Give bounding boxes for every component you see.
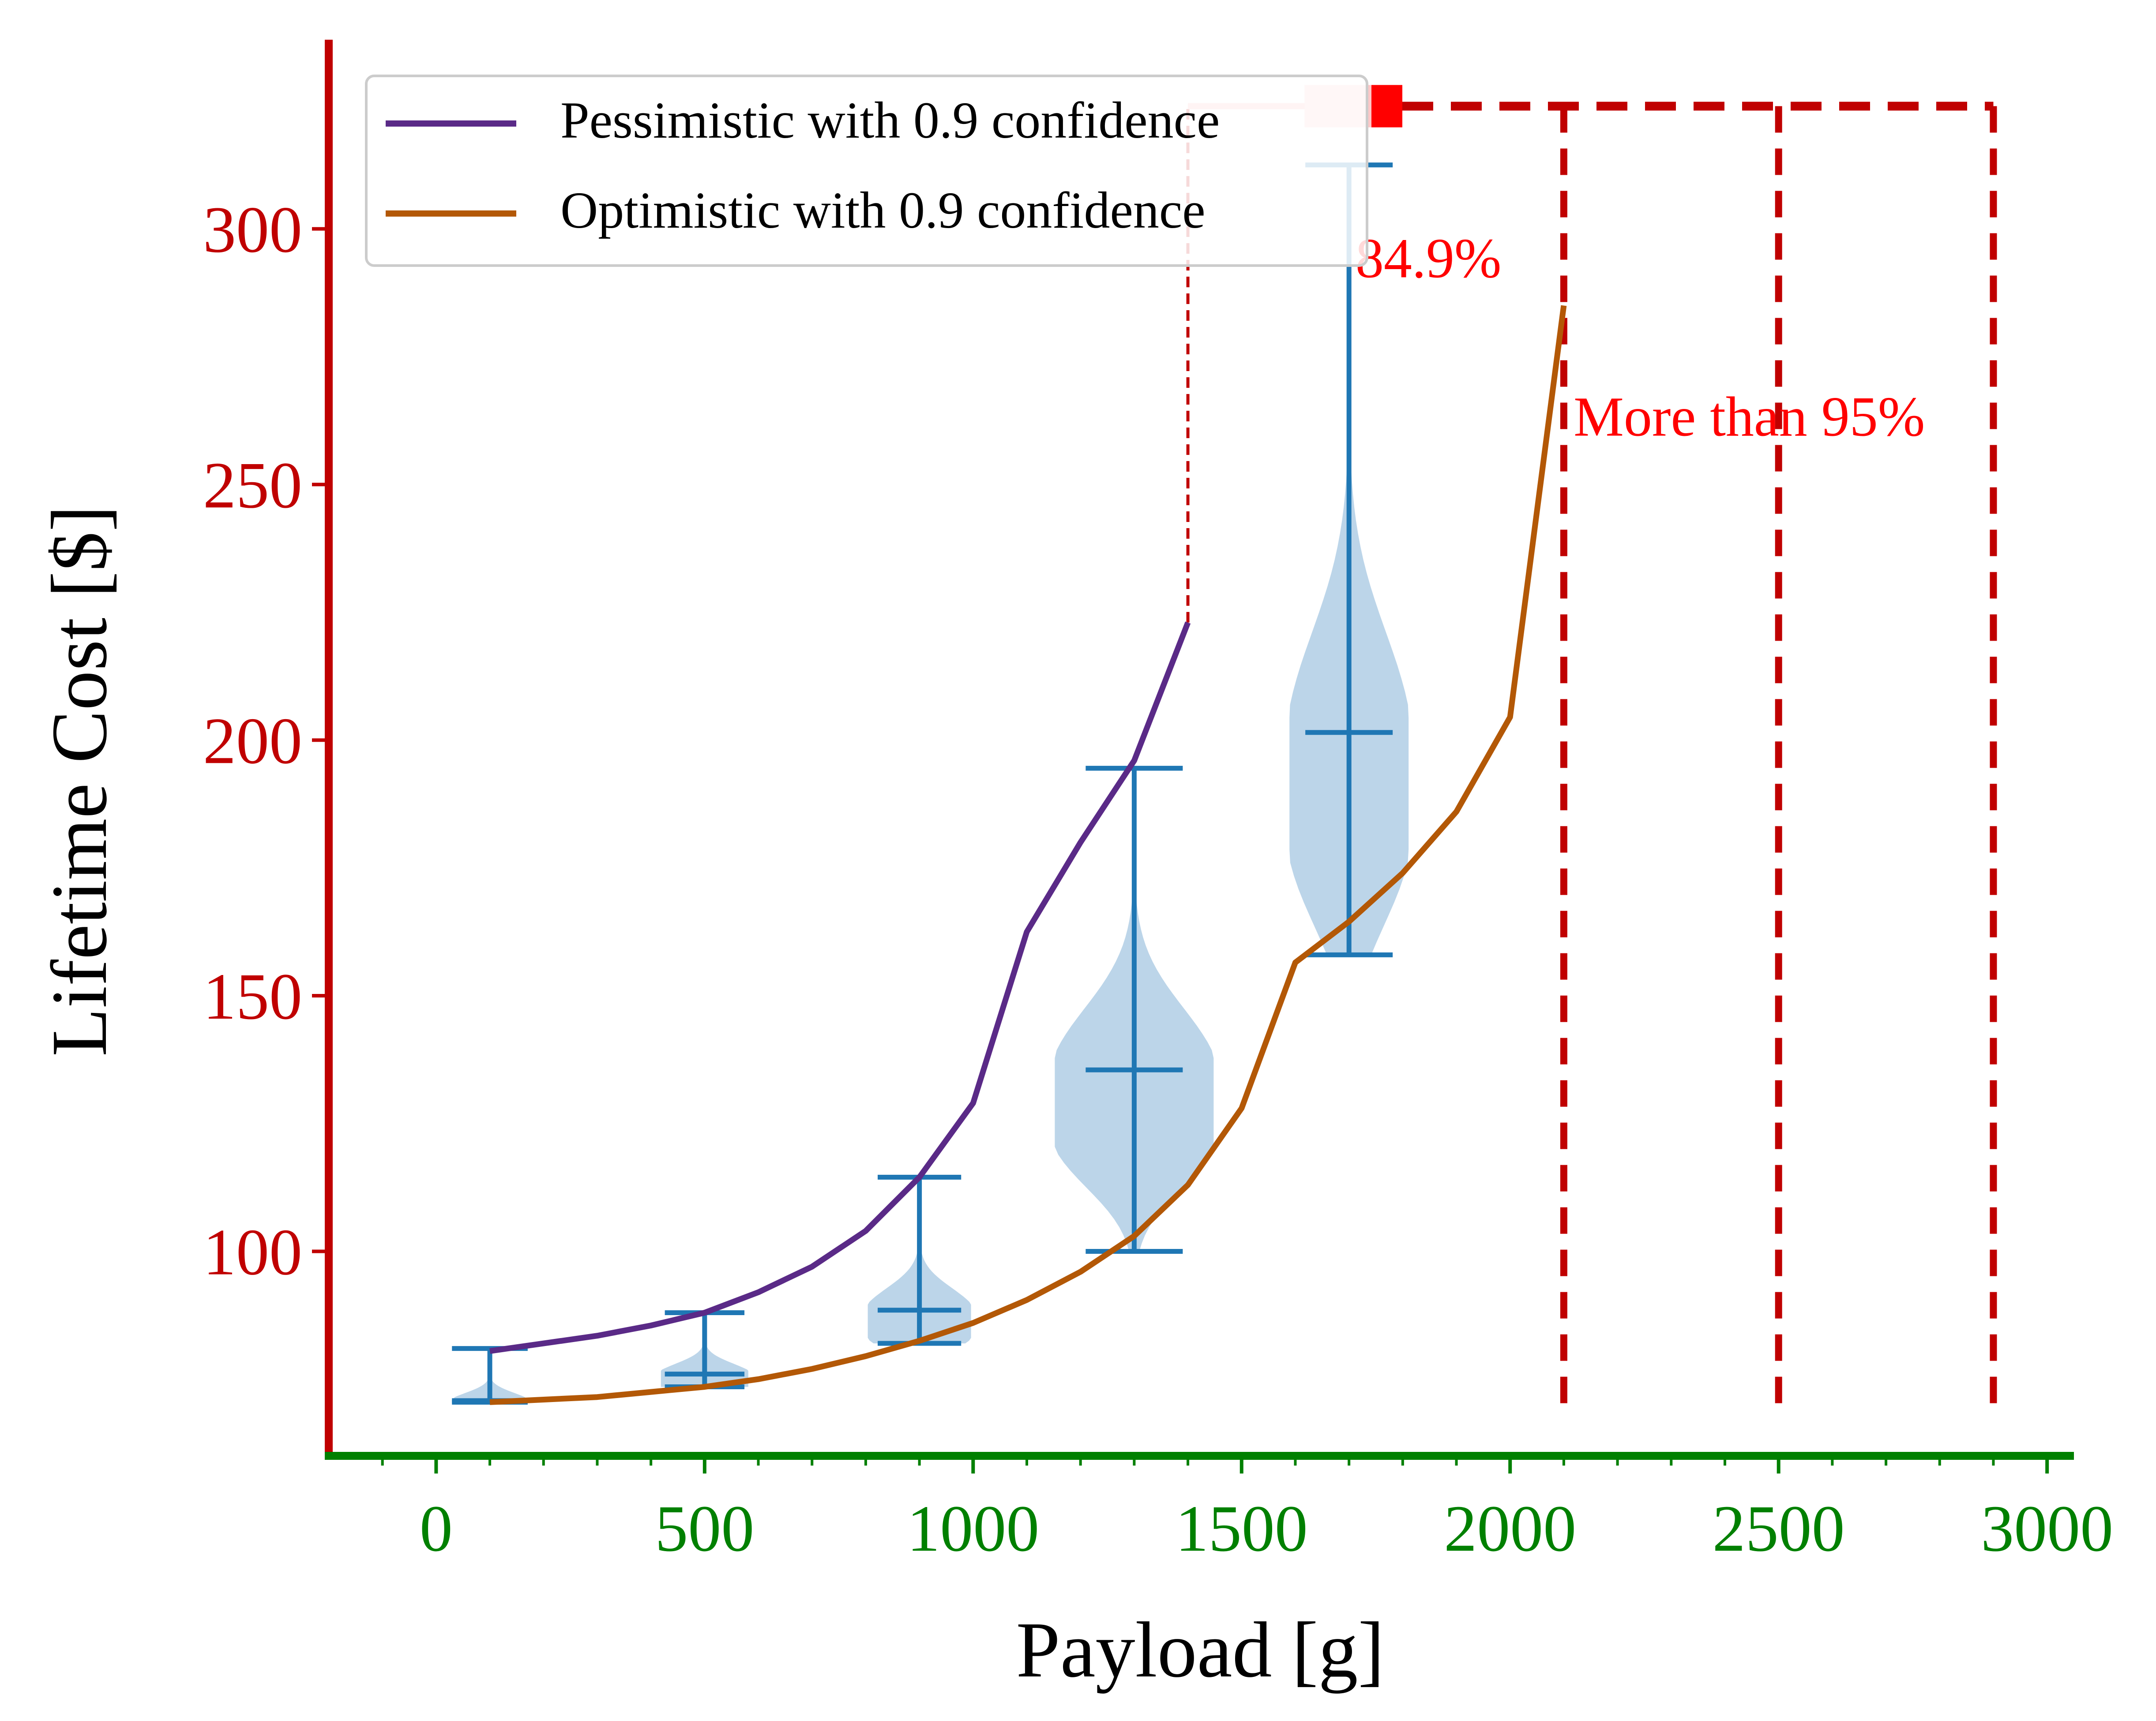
axis-labels: Payload [g] Lifetime Cost [$] [35, 505, 1384, 1694]
failure-marker [1371, 85, 1402, 127]
x-tick-label: 1500 [1176, 1492, 1308, 1565]
x-axis-label: Payload [g] [1016, 1606, 1385, 1694]
legend: Pessimistic with 0.9 confidence Optimist… [365, 75, 1368, 267]
annotation-more-than-95-percent: More than 95% [1574, 386, 1925, 448]
annotations: 84.9% More than 95% [1356, 227, 1925, 448]
x-tick-label: 0 [420, 1492, 453, 1565]
x-tick-label: 3000 [1981, 1492, 2113, 1565]
y-tick-label: 100 [203, 1215, 302, 1289]
x-tick-label: 2500 [1713, 1492, 1845, 1565]
y-axis-label: Lifetime Cost [$] [35, 505, 123, 1057]
series-line-optimistic [489, 305, 1567, 1405]
legend-label-optimistic: Optimistic with 0.9 confidence [560, 181, 1206, 239]
x-tick-label: 500 [655, 1492, 754, 1565]
y-tick-label: 300 [203, 193, 302, 266]
y-tick-label: 200 [203, 705, 302, 778]
annotation-84-9-percent: 84.9% [1356, 227, 1502, 289]
x-tick-label: 2000 [1444, 1492, 1576, 1565]
y-tick-label: 250 [203, 449, 302, 522]
legend-label-pessimistic: Pessimistic with 0.9 confidence [560, 91, 1220, 149]
series-group [489, 305, 1567, 1405]
y-tick-label: 150 [203, 960, 302, 1033]
x-tick-label: 1000 [907, 1492, 1039, 1565]
series-line-pessimistic [489, 621, 1191, 1354]
legend-box [365, 75, 1368, 267]
violin-group [452, 162, 1409, 1405]
